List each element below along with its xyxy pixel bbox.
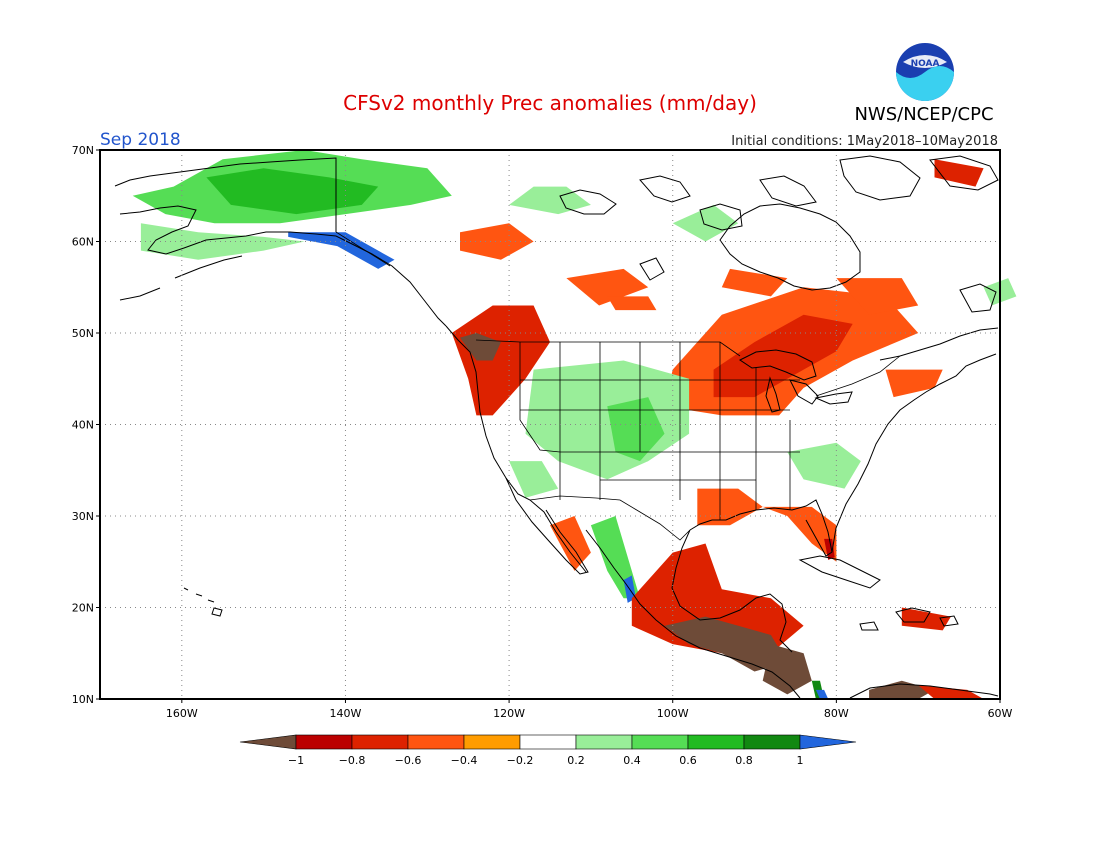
anomaly-region-canada-arctic-wet bbox=[509, 186, 591, 215]
colorbar-label: 0.2 bbox=[567, 754, 585, 767]
map-plot-area: 70N 60N 50N 40N 30N 20N 10N 160W 140W 120W 100W 80… bbox=[72, 144, 1017, 720]
colorbar-swatch bbox=[407, 734, 465, 750]
colorbar-label: −0.6 bbox=[395, 754, 422, 767]
lon-tick-label: 140W bbox=[330, 707, 362, 720]
lon-tick-label: 80W bbox=[824, 707, 849, 720]
anomaly-region-pnw-very-dry bbox=[460, 333, 501, 361]
noaa-logo-text: NOAA bbox=[911, 59, 940, 69]
lat-tick-label: 10N bbox=[72, 693, 94, 706]
lat-tick-label: 70N bbox=[72, 144, 94, 157]
colorbar-swatch bbox=[575, 734, 633, 750]
political-boundaries bbox=[335, 231, 901, 541]
anomaly-region-centralamerica-very-dry bbox=[762, 644, 812, 695]
colorbar-legend: −1 −0.8 −0.6 −0.4 −0.2 0.2 0.4 0.6 0.8 1 bbox=[239, 734, 857, 767]
anomaly-region-canada-dry-4 bbox=[607, 296, 657, 311]
colorbar-swatch bbox=[295, 734, 353, 750]
colorbar-label: 0.4 bbox=[623, 754, 641, 767]
colorbar-upper-extend bbox=[799, 734, 857, 750]
lat-tick-label: 60N bbox=[72, 236, 94, 249]
lat-tick-label: 50N bbox=[72, 327, 94, 340]
coastlines bbox=[114, 155, 999, 699]
lat-tick-label: 30N bbox=[72, 510, 94, 523]
anomaly-region-greatlakes-core bbox=[713, 314, 853, 398]
lat-tick-label: 20N bbox=[72, 602, 94, 615]
lon-tick-label: 100W bbox=[657, 707, 689, 720]
agency-label: NWS/NCEP/CPC bbox=[854, 104, 993, 125]
longitude-labels: 160W 140W 120W 100W 80W 60W bbox=[166, 699, 1013, 720]
lat-tick-label: 40N bbox=[72, 419, 94, 432]
anomaly-region-alaska-wet-core bbox=[206, 168, 379, 215]
colorbar-label: −1 bbox=[288, 754, 304, 767]
anomaly-region-canada-dry-2 bbox=[566, 268, 649, 306]
colorbar-swatch bbox=[743, 734, 801, 750]
colorbar-swatch bbox=[519, 734, 577, 750]
anomaly-region-quebec-dry bbox=[836, 278, 919, 315]
colorbar-swatch bbox=[463, 734, 521, 750]
colorbar-swatch bbox=[631, 734, 689, 750]
colorbar-label: 0.6 bbox=[679, 754, 697, 767]
anomaly-region-caribbean-south-dry bbox=[918, 685, 984, 699]
colorbar-label: 0.8 bbox=[735, 754, 753, 767]
anomaly-region-hudson-wet bbox=[672, 204, 739, 242]
colorbar-label: 1 bbox=[797, 754, 804, 767]
map-title: CFSv2 monthly Prec anomalies (mm/day) bbox=[343, 91, 757, 115]
anomaly-region-caribbean-south-very-dry bbox=[869, 680, 935, 699]
colorbar-swatch bbox=[687, 734, 745, 750]
lon-tick-label: 160W bbox=[166, 707, 198, 720]
anomaly-region-mexico-west-wet bbox=[590, 516, 640, 599]
anomaly-region-rockies-wet-core bbox=[607, 397, 665, 462]
initial-conditions-label: Initial conditions: 1May2018–10May2018 bbox=[731, 134, 998, 149]
map-gridlines bbox=[100, 150, 1000, 699]
lon-tick-label: 60W bbox=[988, 707, 1013, 720]
anomaly-region-baja-dry bbox=[550, 516, 591, 571]
anomaly-region-newengland-dry bbox=[885, 369, 943, 398]
anomaly-field bbox=[132, 150, 1017, 699]
noaa-logo: NOAA bbox=[896, 43, 954, 101]
lon-tick-label: 120W bbox=[493, 707, 525, 720]
colorbar-label: −0.8 bbox=[339, 754, 366, 767]
anomaly-region-southeast-wet bbox=[787, 442, 861, 489]
colorbar-label: −0.4 bbox=[451, 754, 478, 767]
anomaly-region-florida-dry bbox=[824, 538, 835, 560]
anomaly-region-texas-dry bbox=[697, 488, 763, 526]
anomaly-region-gulfcoast-dry bbox=[762, 506, 837, 562]
anomaly-region-panama-very-wet bbox=[815, 689, 829, 699]
colorbar-swatch bbox=[351, 734, 409, 750]
anomaly-region-canada-dry-1 bbox=[460, 223, 534, 260]
anomaly-region-mexico-very-dry bbox=[664, 616, 788, 672]
latitude-labels: 70N 60N 50N 40N 30N 20N 10N bbox=[72, 144, 100, 706]
colorbar-lower-extend bbox=[239, 734, 297, 750]
colorbar-label: −0.2 bbox=[507, 754, 534, 767]
anomaly-region-southwest-wet bbox=[509, 461, 559, 498]
valid-month-label: Sep 2018 bbox=[100, 130, 181, 150]
anomaly-region-greenland-edge-dry bbox=[934, 159, 984, 187]
anomaly-region-alaska-coast-very-wet bbox=[288, 232, 395, 269]
